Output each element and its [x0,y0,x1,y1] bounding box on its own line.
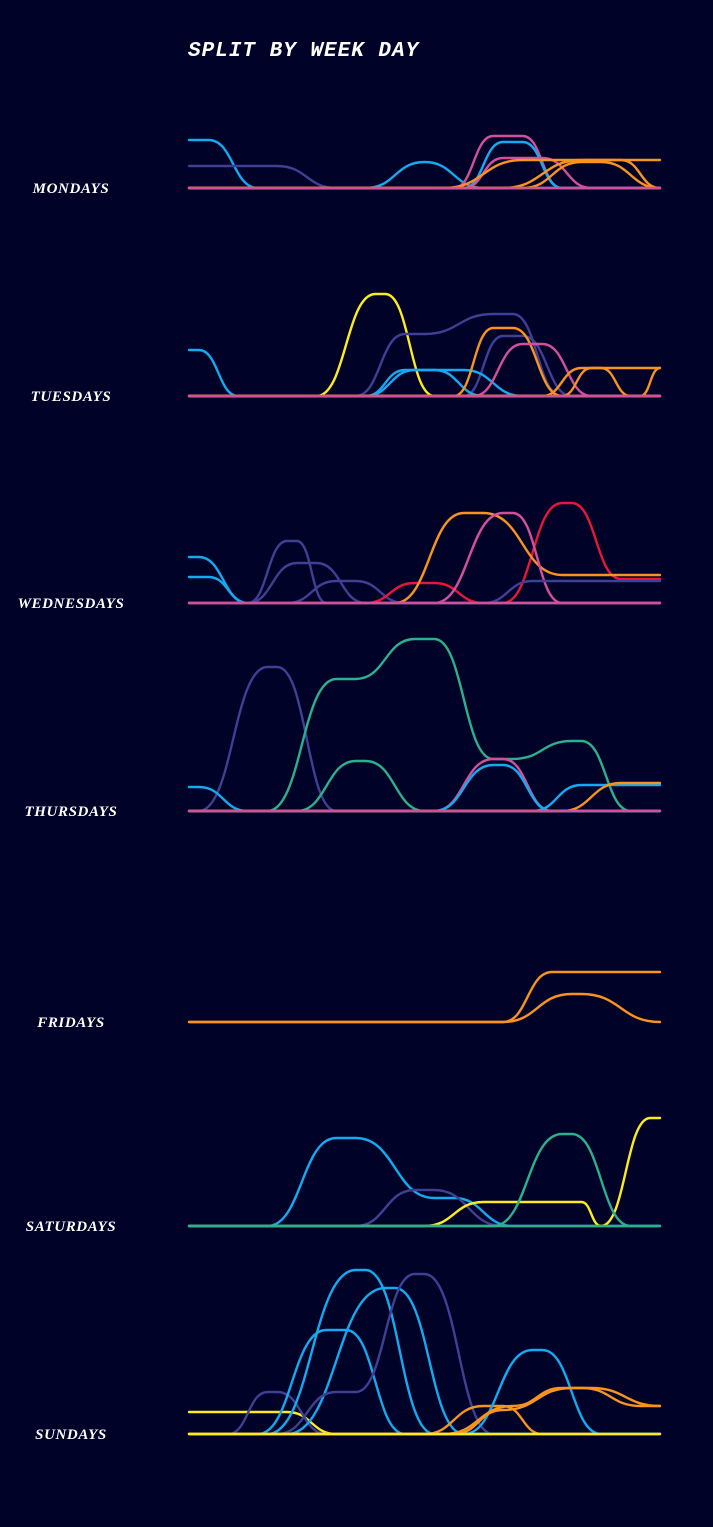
series-line [187,334,662,398]
panel-mondays: MONDAYS [32,134,662,197]
series-line [187,366,662,398]
series-line [187,1272,662,1436]
day-label: SUNDAYS [35,1427,107,1443]
series-line [187,763,662,813]
series-line [187,970,662,1024]
series-line [187,366,662,398]
series-line [187,501,662,605]
series-line [187,992,662,1024]
series-line [187,312,662,398]
panel-tuesdays: TUESDAYS [31,292,662,405]
series-line [187,781,662,813]
panel-wednesdays: WEDNESDAYS [18,501,662,612]
series-line [187,637,662,813]
series-line [187,665,662,813]
series-line [187,326,662,398]
panel-thursdays: THURSDAYS [25,637,662,820]
series-line [187,368,662,398]
series-line [187,292,662,398]
day-label: MONDAYS [32,181,110,197]
series-line [187,1116,662,1228]
panel-sundays: SUNDAYS [35,1268,662,1443]
day-label: SATURDAYS [26,1219,116,1235]
day-label: TUESDAYS [31,389,112,405]
panel-saturdays: SATURDAYS [26,1116,662,1235]
series-line [187,511,662,605]
chart-title: SPLIT BY WEEK DAY [188,40,420,63]
series-line [187,368,662,398]
series-line [187,158,662,190]
day-label: THURSDAYS [25,804,118,820]
series-line [187,1410,662,1436]
series-line [187,511,662,605]
series-line [187,1268,662,1436]
panel-fridays: FRIDAYS [36,970,662,1031]
series-line [187,164,662,190]
series-line [187,138,662,190]
day-label: WEDNESDAYS [18,596,125,612]
series-line [187,158,662,190]
series-line [187,1348,662,1436]
day-label: FRIDAYS [36,1015,105,1031]
